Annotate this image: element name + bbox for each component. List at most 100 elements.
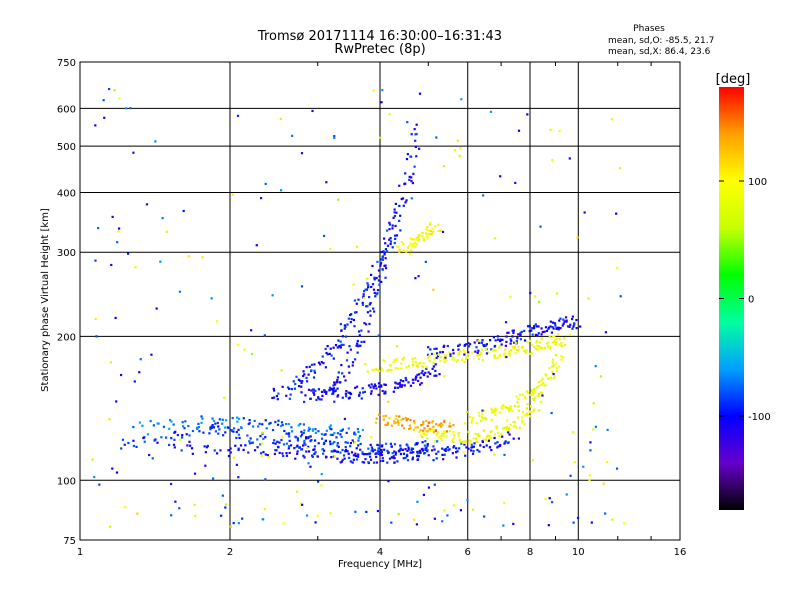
echo-point	[404, 182, 407, 185]
echo-point	[437, 436, 440, 439]
echo-point	[507, 409, 511, 413]
echo-point	[341, 396, 344, 399]
echo-point	[477, 349, 480, 352]
echo-point	[367, 461, 370, 464]
echo-point	[534, 396, 537, 399]
echo-point	[463, 353, 466, 356]
echo-point	[145, 203, 149, 206]
echo-point	[277, 392, 280, 395]
echo-point	[359, 344, 362, 347]
echo-point	[349, 321, 352, 324]
echo-point	[182, 425, 185, 428]
echo-point	[535, 325, 538, 328]
echo-point	[400, 240, 404, 244]
echo-point	[473, 442, 476, 445]
echo-point	[468, 343, 472, 346]
echo-point	[210, 425, 213, 428]
echo-point	[560, 358, 563, 361]
echo-point	[169, 482, 173, 486]
echo-point	[548, 366, 551, 370]
echo-point	[386, 461, 389, 464]
echo-point	[272, 441, 275, 445]
echo-point	[444, 449, 447, 452]
echo-point	[540, 391, 544, 395]
echo-point	[346, 441, 349, 444]
echo-point	[214, 422, 217, 425]
echo-point	[380, 452, 383, 455]
echo-point	[465, 355, 468, 358]
echo-point	[425, 419, 428, 423]
echo-point	[434, 429, 437, 432]
echo-point	[451, 355, 454, 359]
echo-point	[336, 346, 339, 349]
echo-point	[124, 506, 127, 509]
echo-point	[411, 378, 414, 381]
echo-point	[563, 337, 566, 340]
echo-point	[463, 343, 467, 347]
echo-point	[102, 99, 105, 102]
echo-point	[422, 423, 425, 426]
echo-point	[286, 386, 290, 389]
echo-point	[427, 346, 430, 349]
echo-point	[121, 438, 125, 441]
echo-point	[435, 136, 438, 139]
echo-point	[156, 441, 159, 444]
echo-point	[370, 446, 373, 449]
echo-point	[398, 415, 401, 418]
echo-point	[408, 244, 411, 247]
echo-point	[443, 509, 446, 512]
echo-point	[308, 365, 311, 368]
echo-point	[416, 454, 419, 458]
echo-point	[465, 446, 468, 449]
echo-point	[611, 518, 614, 521]
echo-point	[483, 416, 486, 420]
echo-point	[395, 414, 398, 417]
echo-point	[278, 441, 281, 444]
echo-point	[484, 418, 488, 421]
echo-point	[408, 364, 411, 367]
echo-point	[370, 383, 373, 386]
echo-point	[504, 405, 507, 409]
echo-point	[349, 442, 353, 445]
echo-point	[368, 452, 372, 455]
echo-point	[250, 441, 254, 444]
echo-point	[544, 326, 548, 329]
echo-point	[352, 318, 356, 322]
echo-point	[324, 347, 327, 351]
echo-point	[604, 512, 607, 515]
echo-point	[221, 494, 224, 497]
echo-point	[422, 362, 425, 365]
echo-point	[374, 384, 377, 388]
echo-point	[351, 361, 355, 364]
echo-point	[124, 107, 128, 110]
echo-point	[221, 422, 224, 425]
echo-point	[362, 293, 365, 296]
echo-point	[516, 337, 519, 340]
echo-point	[552, 363, 555, 366]
echo-point	[232, 521, 235, 525]
echo-point	[314, 521, 317, 524]
echo-point	[392, 390, 395, 393]
echo-point	[347, 317, 350, 320]
echo-point	[594, 365, 597, 368]
echo-point	[224, 431, 227, 434]
echo-point	[139, 358, 142, 361]
echo-point	[339, 451, 342, 454]
echo-point	[391, 456, 394, 459]
echo-point	[392, 360, 395, 364]
echo-point	[300, 430, 303, 433]
echo-point	[173, 438, 176, 441]
echo-point	[184, 420, 187, 423]
echo-point	[471, 416, 475, 419]
echo-point	[386, 369, 389, 372]
echo-point	[485, 435, 488, 439]
echo-point	[404, 201, 407, 204]
echo-point	[373, 461, 376, 464]
echo-point	[569, 323, 572, 326]
echo-point	[338, 344, 341, 348]
echo-point	[280, 438, 283, 442]
echo-point	[336, 442, 339, 445]
echo-point	[193, 472, 197, 475]
echo-point	[349, 460, 352, 463]
echo-point	[132, 444, 136, 448]
